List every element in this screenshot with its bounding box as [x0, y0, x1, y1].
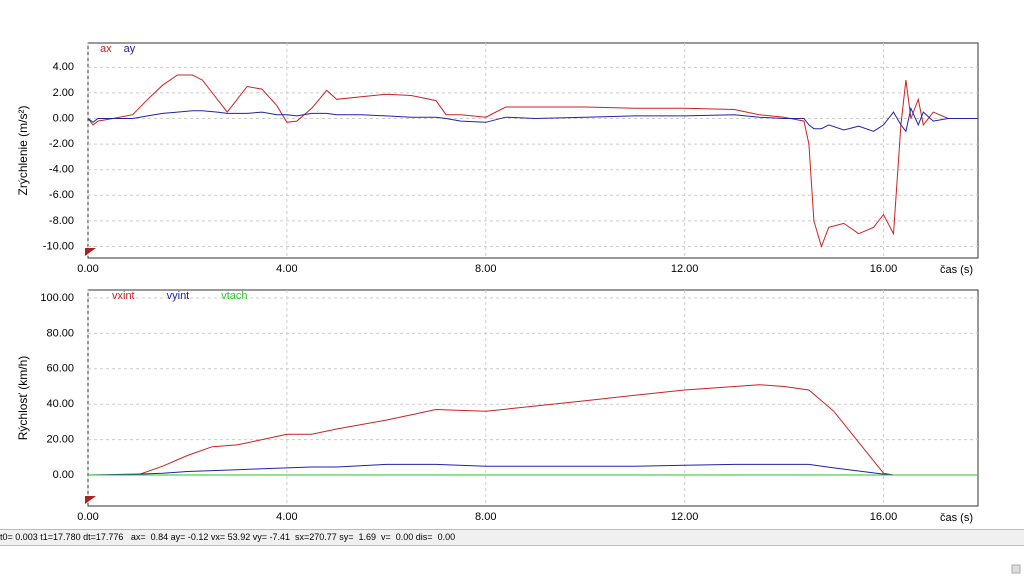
- y-tick-label: 4.00: [53, 61, 74, 73]
- y-tick-label: -10.00: [43, 240, 74, 252]
- y-tick-label: 0.00: [53, 112, 74, 124]
- plot-area: [87, 42, 979, 259]
- legend-entry: vxint: [112, 290, 135, 302]
- series-line: [87, 463, 924, 476]
- series-line: [87, 74, 978, 249]
- y-tick-label: -2.00: [49, 138, 74, 150]
- x-tick-label: 0.00: [77, 511, 98, 523]
- status-bar: t0= 0.003 t1=17.780 dt=17.776 ax= 0.84 a…: [0, 529, 1024, 546]
- x-tick-label: 4.00: [276, 263, 297, 275]
- y-tick-label: -8.00: [49, 215, 74, 227]
- series-line: [87, 106, 978, 133]
- x-tick-label: 4.00: [276, 511, 297, 523]
- x-tick-label: 12.00: [671, 511, 699, 523]
- resize-icon: [1011, 564, 1021, 574]
- y-tick-label: 2.00: [53, 87, 74, 99]
- y-tick-label: -4.00: [49, 164, 74, 176]
- origin-marker: [85, 496, 96, 504]
- x-axis-label: čas (s): [940, 264, 973, 276]
- x-tick-label: 16.00: [870, 263, 898, 275]
- plot-area: [87, 289, 979, 507]
- y-axis-label: Zrýchlenie (m/s²): [16, 105, 30, 195]
- series-line: [88, 384, 894, 476]
- y-tick-label: 80.00: [46, 327, 74, 339]
- y-tick-label: 40.00: [46, 398, 74, 410]
- origin-marker: [85, 248, 96, 256]
- x-tick-label: 0.00: [77, 263, 98, 275]
- y-tick-label: 100.00: [40, 292, 74, 304]
- legend-entry: vyint: [167, 290, 190, 302]
- y-tick-label: -6.00: [49, 189, 74, 201]
- x-tick-label: 12.00: [671, 263, 699, 275]
- legend-entry: ax: [100, 43, 112, 55]
- legend-entry: ay: [124, 43, 136, 55]
- x-tick-label: 8.00: [475, 511, 496, 523]
- y-axis-label: Rýchlosť (km/h): [16, 356, 30, 441]
- x-tick-label: 16.00: [870, 511, 898, 523]
- x-tick-label: 8.00: [475, 263, 496, 275]
- legend-entry: vtach: [221, 290, 247, 302]
- y-tick-label: 0.00: [53, 469, 74, 481]
- y-tick-label: 20.00: [46, 434, 74, 446]
- y-tick-label: 60.00: [46, 363, 74, 375]
- x-axis-label: čas (s): [940, 512, 973, 524]
